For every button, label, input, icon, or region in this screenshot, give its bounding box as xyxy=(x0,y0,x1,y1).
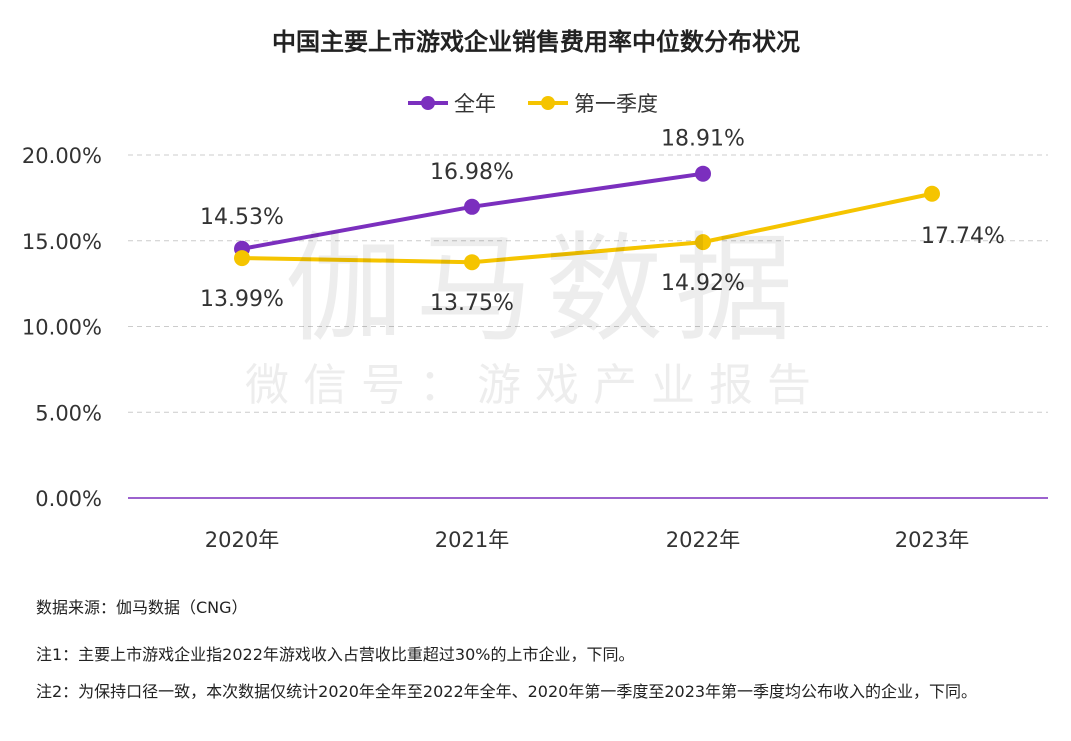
legend-label: 全年 xyxy=(454,92,496,116)
x-tick-label: 2023年 xyxy=(895,528,969,552)
data-label: 13.75% xyxy=(430,291,514,316)
legend-marker xyxy=(541,96,555,110)
data-point xyxy=(695,234,711,251)
data-label: 14.53% xyxy=(200,205,284,230)
source-note: 数据来源：伽马数据（CNG） xyxy=(36,598,248,617)
data-point xyxy=(695,165,711,182)
data-label: 13.99% xyxy=(200,287,284,312)
x-tick-label: 2022年 xyxy=(666,528,740,552)
y-tick-label: 5.00% xyxy=(35,401,102,425)
legend-label: 第一季度 xyxy=(574,92,658,116)
data-label: 17.74% xyxy=(921,224,1005,249)
footnote-2: 注2：为保持口径一致，本次数据仅统计2020年全年至2022年全年、2020年第… xyxy=(36,682,978,701)
data-point xyxy=(464,254,480,271)
watermark-sub: 微信号：游戏产业报告 xyxy=(245,360,825,411)
x-tick-label: 2020年 xyxy=(205,528,279,552)
series-line xyxy=(241,191,933,265)
y-tick-label: 20.00% xyxy=(22,144,102,168)
data-label: 18.91% xyxy=(661,127,745,152)
y-tick-label: 0.00% xyxy=(35,487,102,511)
data-point xyxy=(464,198,480,215)
data-point xyxy=(924,185,940,202)
y-tick-label: 10.00% xyxy=(22,316,102,340)
watermark-main: 伽马数据 xyxy=(285,220,805,358)
footnote-1: 注1：主要上市游戏企业指2022年游戏收入占营收比重超过30%的上市企业，下同。 xyxy=(36,645,635,664)
chart-title: 中国主要上市游戏企业销售费用率中位数分布状况 xyxy=(272,28,800,56)
data-label: 14.92% xyxy=(661,271,745,296)
data-point xyxy=(234,250,250,267)
legend-marker xyxy=(421,96,435,110)
line-chart: 中国主要上市游戏企业销售费用率中位数分布状况 0.00% 5.00% 10.00% 1… xyxy=(22,28,1048,552)
x-tick-label: 2021年 xyxy=(435,528,509,552)
data-label: 16.98% xyxy=(430,160,514,185)
watermark: 伽马数据 微信号：游戏产业报告 xyxy=(245,220,825,411)
y-tick-label: 15.00% xyxy=(22,230,102,254)
